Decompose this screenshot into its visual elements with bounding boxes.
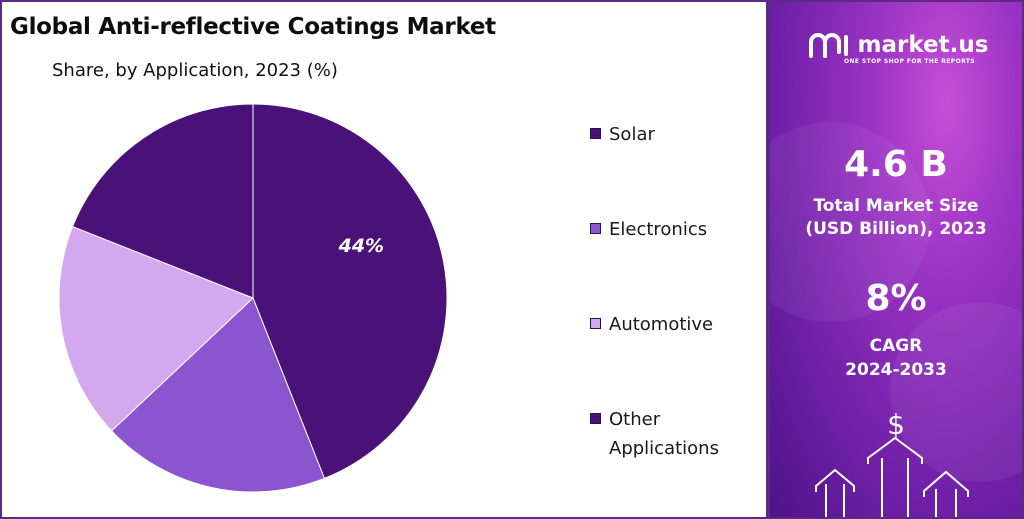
market-size-value: 4.6 B [844,144,948,185]
background-shape [770,122,930,322]
brand-name: market.us [857,32,989,58]
legend-label: Solar [609,124,655,145]
market-us-logo-icon [808,33,848,58]
cagr-period: 2024-2033 [845,360,947,380]
legend-swatch [590,413,601,424]
chart-subtitle: Share, by Application, 2023 (%) [52,60,338,81]
legend-swatch [590,318,601,329]
brand: market.us [782,32,1014,58]
brand-tagline: ONE STOP SHOP FOR THE REPORTS [844,58,976,65]
legend-item-solar: Solar [590,120,749,149]
pie-slice-other-applications [71,103,254,299]
legend-label: Electronics [609,219,708,240]
background-shape [890,302,1022,482]
legend-label: Other Applications [609,409,719,459]
market-size-label: (USD Billion), 2023 [805,219,987,239]
market-size-label: Total Market Size [813,196,979,216]
summary-panel: market.us ONE STOP SHOP FOR THE REPORTS … [768,0,1024,519]
legend-item-electronics: Electronics [590,215,749,244]
legend-swatch [590,128,601,139]
pie-slice-solar [252,103,448,480]
data-label-solar: 44% [338,235,384,257]
legend-item-other-applications: Other Applications [590,405,749,463]
page-title: Global Anti-reflective Coatings Market [10,14,496,40]
growth-arrows-icon: $ [815,408,969,517]
legend-swatch [590,223,601,234]
legend-item-automotive: Automotive [590,310,749,339]
dollar-icon: $ [887,408,905,441]
chart-panel: Global Anti-reflective Coatings Market S… [0,0,768,519]
pie-chart: 44% [58,103,448,493]
cagr-label: CAGR [869,336,923,356]
pie-slice-electronics [110,297,326,493]
pie-slice-automotive [58,225,254,432]
cagr-value: 8% [865,278,927,319]
legend-label: Automotive [609,314,714,335]
